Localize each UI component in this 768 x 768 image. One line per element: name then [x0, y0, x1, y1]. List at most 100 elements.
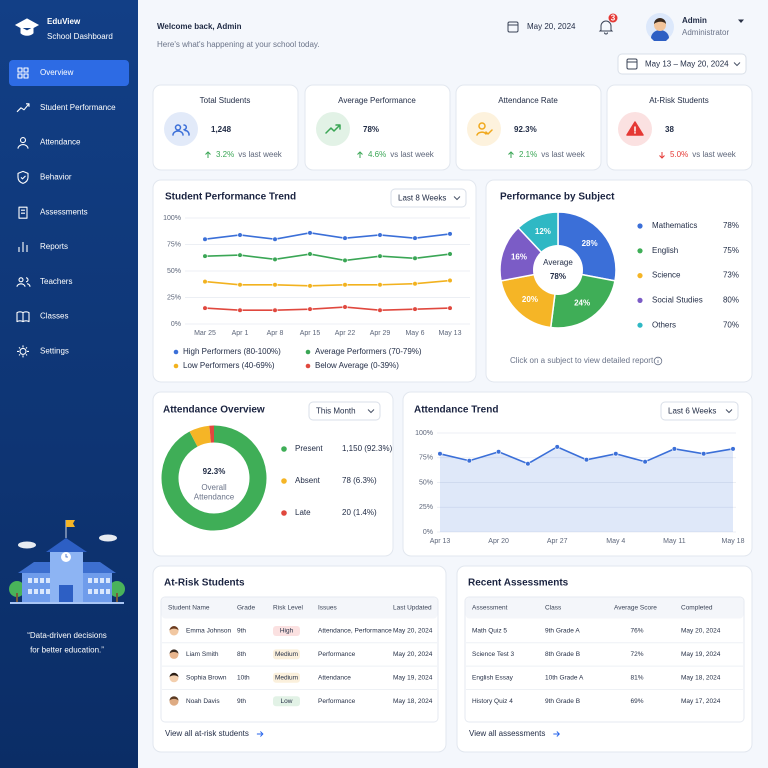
- cell: Science Test 3: [472, 651, 515, 658]
- kpi-change-note: vs last week: [238, 150, 283, 159]
- y-tick-label: 50%: [167, 268, 181, 275]
- nav-item[interactable]: Overview: [40, 68, 74, 77]
- nav-item[interactable]: Behavior: [40, 173, 72, 182]
- point: [466, 458, 472, 464]
- dropdown-label[interactable]: Last 8 Weeks: [398, 194, 446, 203]
- point: [447, 251, 453, 257]
- nav-item[interactable]: Assessments: [40, 207, 88, 216]
- legend-label[interactable]: English: [652, 246, 678, 255]
- dropdown-label[interactable]: Last 6 Weeks: [668, 407, 716, 416]
- dropdown[interactable]: [660, 401, 739, 421]
- legend-label: Absent: [295, 476, 321, 485]
- bell-icon[interactable]: [598, 20, 614, 35]
- user-name[interactable]: Admin: [682, 16, 707, 25]
- legend-swatch[interactable]: [637, 297, 643, 303]
- dropdown-label[interactable]: This Month: [316, 407, 356, 416]
- cell: Performance: [318, 698, 356, 705]
- subject-score[interactable]: 75%: [723, 246, 739, 255]
- nav-icon[interactable]: [17, 345, 29, 358]
- illustration-part: [46, 589, 50, 594]
- table-link[interactable]: View all assessments: [469, 729, 545, 738]
- page-subtitle: Here's what's happening at your school t…: [157, 40, 320, 49]
- card-title: Performance by Subject: [500, 192, 615, 203]
- legend-swatch[interactable]: [637, 248, 643, 254]
- donut-segment: [189, 425, 212, 447]
- kpi-change: 4.6% vs last week: [368, 150, 435, 159]
- kpi-value: 78%: [363, 125, 379, 134]
- nav-item[interactable]: Classes: [40, 312, 68, 321]
- nav-icon-glyph[interactable]: [16, 277, 31, 287]
- y-tick-label: 75%: [419, 455, 433, 462]
- nav-active[interactable]: [9, 60, 129, 86]
- nav-item[interactable]: Reports: [40, 242, 68, 251]
- avatar-hair[interactable]: [654, 18, 666, 24]
- header-date: May 20, 2024: [527, 22, 576, 31]
- subject-score[interactable]: 73%: [723, 271, 739, 280]
- nav-icon[interactable]: [16, 103, 30, 113]
- nav-icon-glyph[interactable]: [18, 242, 28, 252]
- date-range[interactable]: [617, 53, 747, 75]
- legend-label[interactable]: Mathematics: [652, 221, 697, 230]
- dropdown[interactable]: [390, 188, 467, 208]
- avatar[interactable]: [646, 13, 674, 41]
- legend-label[interactable]: Social Studies: [652, 296, 703, 305]
- cell: 9th Grade A: [545, 628, 580, 635]
- nav-icon-glyph[interactable]: [16, 311, 30, 323]
- legend-swatch: [305, 363, 311, 369]
- pie-hole: [533, 245, 583, 295]
- kpi-change-note: vs last week: [692, 150, 737, 159]
- link-arrow[interactable]: [553, 731, 560, 737]
- school-illustration: [9, 520, 125, 604]
- nav-icon-glyph[interactable]: [17, 345, 29, 358]
- notifications[interactable]: 3: [598, 13, 618, 35]
- user-role[interactable]: Administrator: [682, 28, 729, 37]
- nav-icon-glyph[interactable]: [17, 137, 29, 149]
- legend-swatch[interactable]: [637, 322, 643, 328]
- legend-label[interactable]: Others: [652, 320, 676, 329]
- cell: Noah Davis: [186, 698, 220, 705]
- trend-arrow: [659, 152, 665, 159]
- point: [701, 451, 707, 457]
- legend-label: High Performers (80-100%): [183, 347, 281, 356]
- dropdown[interactable]: [308, 401, 381, 421]
- legend-swatch[interactable]: [637, 273, 643, 279]
- legend-label[interactable]: Science: [652, 271, 681, 280]
- nav-icon[interactable]: [17, 67, 29, 79]
- student-avatar: [169, 672, 179, 683]
- nav-item[interactable]: Settings: [40, 347, 69, 356]
- nav-icon[interactable]: [17, 137, 29, 149]
- date-range-label[interactable]: May 13 – May 20, 2024: [645, 60, 729, 69]
- subject-score[interactable]: 78%: [723, 221, 739, 230]
- nav-item[interactable]: Attendance: [40, 138, 81, 147]
- subject-score[interactable]: 80%: [723, 296, 739, 305]
- nav-item[interactable]: Student Performance: [40, 103, 116, 112]
- x-tick-label: Apr 22: [335, 330, 356, 337]
- kpi-change-value: 4.6%: [368, 150, 386, 159]
- avatar-body[interactable]: [651, 30, 669, 41]
- legend-swatch: [281, 478, 287, 484]
- point: [202, 236, 208, 242]
- point: [272, 256, 278, 262]
- risk-level: Low: [281, 698, 293, 705]
- badge[interactable]: [608, 13, 618, 23]
- point: [730, 446, 736, 452]
- card-title: Attendance Overview: [163, 405, 265, 416]
- nav-icon-glyph[interactable]: [18, 206, 28, 219]
- notification-count[interactable]: 3: [611, 13, 616, 22]
- nav-icon-glyph[interactable]: [16, 103, 30, 113]
- table-link[interactable]: View all at-risk students: [165, 729, 249, 738]
- nav-icon[interactable]: [16, 311, 30, 323]
- nav-icon[interactable]: [18, 242, 28, 252]
- nav-icon[interactable]: [17, 170, 29, 184]
- nav-icon[interactable]: [16, 277, 31, 287]
- nav-icon[interactable]: [18, 206, 28, 219]
- legend-swatch[interactable]: [637, 223, 643, 229]
- nav-icon-glyph[interactable]: [17, 170, 29, 184]
- illustration-part: [88, 589, 92, 594]
- subject-score[interactable]: 70%: [723, 320, 739, 329]
- nav-item[interactable]: Teachers: [40, 277, 72, 286]
- nav-icon-glyph[interactable]: [17, 67, 29, 79]
- kpi-value: 92.3%: [514, 125, 537, 134]
- x-tick-label: Apr 20: [488, 538, 509, 545]
- link-arrow[interactable]: [256, 731, 264, 737]
